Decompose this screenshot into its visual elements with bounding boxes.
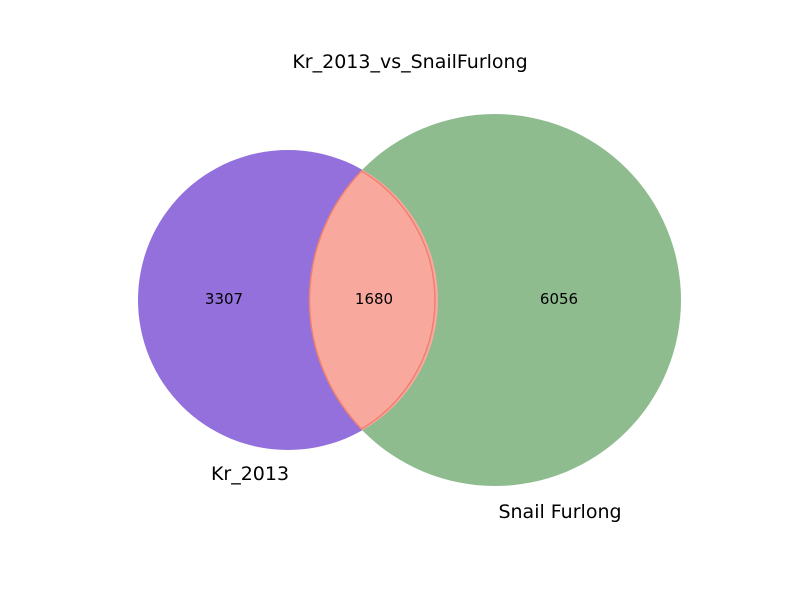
only-b-count: 6056: [540, 290, 578, 308]
set-b-label: Snail Furlong: [498, 501, 621, 523]
only-a-count: 3307: [205, 290, 243, 308]
chart-title: Kr_2013_vs_SnailFurlong: [292, 51, 527, 73]
intersection-count: 1680: [355, 290, 393, 308]
intersection-outline: [308, 170, 436, 430]
set-a-label: Kr_2013: [211, 463, 289, 485]
